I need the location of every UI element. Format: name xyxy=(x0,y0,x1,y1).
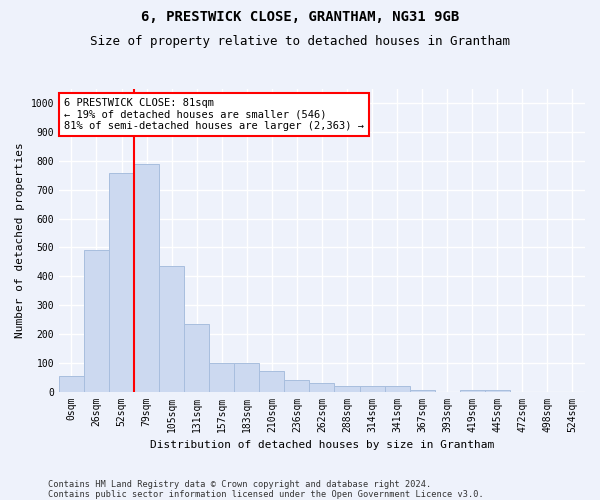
Bar xyxy=(359,386,385,392)
Bar xyxy=(460,390,485,392)
Text: 6, PRESTWICK CLOSE, GRANTHAM, NG31 9GB: 6, PRESTWICK CLOSE, GRANTHAM, NG31 9GB xyxy=(141,10,459,24)
Bar xyxy=(84,250,109,392)
Y-axis label: Number of detached properties: Number of detached properties xyxy=(15,142,25,338)
Bar xyxy=(109,172,134,392)
Bar xyxy=(59,376,84,392)
Bar xyxy=(209,362,234,392)
Bar xyxy=(259,372,284,392)
Bar xyxy=(234,362,259,392)
X-axis label: Distribution of detached houses by size in Grantham: Distribution of detached houses by size … xyxy=(150,440,494,450)
Bar xyxy=(385,386,410,392)
Bar xyxy=(485,390,510,392)
Text: 6 PRESTWICK CLOSE: 81sqm
← 19% of detached houses are smaller (546)
81% of semi-: 6 PRESTWICK CLOSE: 81sqm ← 19% of detach… xyxy=(64,98,364,132)
Bar xyxy=(159,266,184,392)
Bar xyxy=(184,324,209,392)
Bar xyxy=(410,390,434,392)
Text: Contains public sector information licensed under the Open Government Licence v3: Contains public sector information licen… xyxy=(48,490,484,499)
Bar xyxy=(134,164,159,392)
Bar xyxy=(284,380,310,392)
Text: Size of property relative to detached houses in Grantham: Size of property relative to detached ho… xyxy=(90,35,510,48)
Text: Contains HM Land Registry data © Crown copyright and database right 2024.: Contains HM Land Registry data © Crown c… xyxy=(48,480,431,489)
Bar xyxy=(310,383,334,392)
Bar xyxy=(334,386,359,392)
